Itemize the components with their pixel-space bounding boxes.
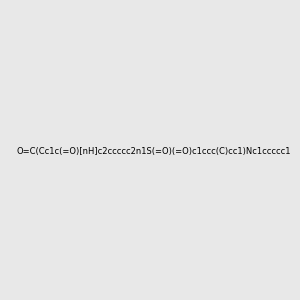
Text: O=C(Cc1c(=O)[nH]c2ccccc2n1S(=O)(=O)c1ccc(C)cc1)Nc1ccccc1: O=C(Cc1c(=O)[nH]c2ccccc2n1S(=O)(=O)c1ccc… bbox=[16, 147, 291, 156]
